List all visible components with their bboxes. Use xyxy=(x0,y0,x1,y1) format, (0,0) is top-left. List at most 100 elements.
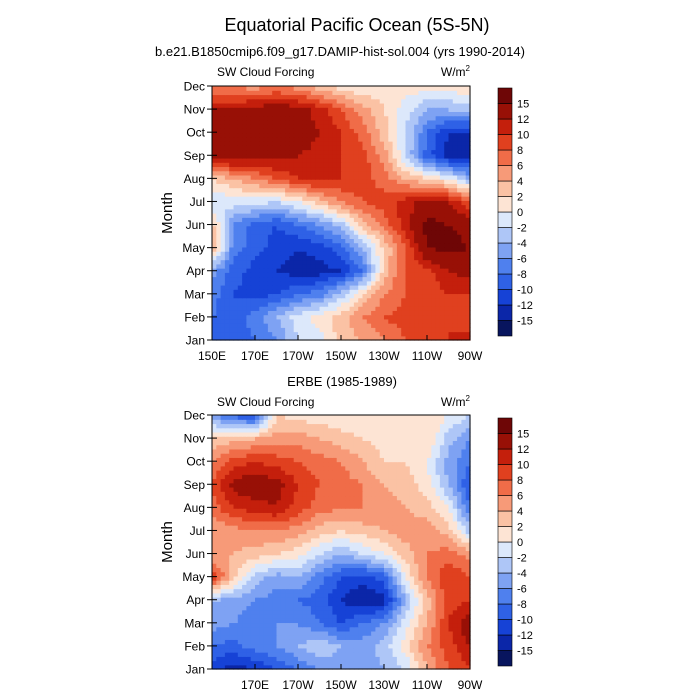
panel-top-cell xyxy=(409,323,415,328)
panel-top-cell xyxy=(388,98,394,104)
panel-bottom-cell xyxy=(379,575,385,581)
panel-top-cell xyxy=(310,272,316,278)
panel-top-cell xyxy=(349,263,355,269)
panel-bottom-cell xyxy=(345,597,351,602)
panel-bottom-cell xyxy=(465,588,471,594)
panel-bottom-cell xyxy=(229,592,235,598)
panel-top-cell xyxy=(362,238,368,244)
panel-top-cell xyxy=(237,331,243,337)
panel-top-cell xyxy=(212,90,217,96)
panel-top-cell xyxy=(216,187,222,193)
panel-bottom-cell xyxy=(293,609,299,615)
panel-bottom-cell xyxy=(409,622,415,628)
panel-bottom-cell xyxy=(379,626,385,632)
panel-bottom-cell xyxy=(379,639,385,645)
panel-top-cell xyxy=(272,268,278,273)
panel-top-cell xyxy=(401,166,407,172)
panel-top-cell xyxy=(465,259,471,265)
panel-bottom-cell xyxy=(422,605,428,611)
panel-top-cell xyxy=(328,323,333,328)
panel-top-cell xyxy=(237,128,243,134)
panel-bottom-cell xyxy=(418,660,424,666)
panel-top-cell xyxy=(246,98,252,104)
panel-top-cell xyxy=(444,272,450,278)
panel-bottom-cell xyxy=(323,618,329,624)
panel-top-cell xyxy=(353,335,359,341)
panel-top-cell xyxy=(310,136,316,142)
panel-top-cell xyxy=(457,213,462,218)
panel-top-cell xyxy=(405,217,411,223)
panel-top-cell xyxy=(452,314,458,320)
panel-bottom-cell xyxy=(246,584,252,590)
panel-bottom-cell xyxy=(289,622,295,628)
panel-top-cell xyxy=(375,191,381,197)
panel-top-cell xyxy=(422,170,428,176)
panel-top-cell xyxy=(323,255,329,261)
panel-top-cell xyxy=(431,107,437,112)
panel-top-cell xyxy=(439,293,445,299)
panel-bottom-cell xyxy=(224,588,230,594)
panel-top-cell xyxy=(280,119,286,125)
panel-top-cell xyxy=(306,157,312,163)
panel-bottom-cell xyxy=(332,643,338,649)
panel-top-cell xyxy=(388,289,394,295)
panel-top-cell xyxy=(255,306,260,311)
panel-top-cell xyxy=(259,306,265,311)
panel-bottom-cell xyxy=(319,664,325,670)
panel-top-cell xyxy=(255,331,260,337)
panel-top-cell xyxy=(233,98,239,104)
panel-top-cell xyxy=(216,251,222,256)
panel-bottom-cell xyxy=(435,588,441,594)
panel-top-cell xyxy=(422,149,428,155)
panel-top-cell xyxy=(259,280,265,286)
panel-bottom-cell xyxy=(366,588,372,594)
panel-top-cell xyxy=(250,238,256,244)
panel-bottom-cell xyxy=(414,613,419,619)
panel-bottom-cell xyxy=(302,597,308,602)
panel-top-cell xyxy=(237,90,243,96)
panel-top-cell xyxy=(272,107,278,112)
panel-top-cell xyxy=(353,90,359,96)
panel-top-cell xyxy=(422,183,428,189)
panel-top-cell xyxy=(246,196,252,201)
panel-top-cell xyxy=(315,90,321,96)
panel-top-cell xyxy=(267,213,273,218)
panel-top-cell xyxy=(319,234,325,239)
panel-top-cell xyxy=(448,238,454,244)
panel-bottom-cell xyxy=(401,630,407,636)
panel-top-cell xyxy=(272,128,278,134)
panel-top-ytick-label: Oct xyxy=(186,126,205,140)
panel-bottom-cell xyxy=(405,605,411,611)
panel-top-cell xyxy=(276,327,282,333)
panel-bottom-cell xyxy=(315,626,321,632)
panel-bottom-cell xyxy=(341,588,346,594)
panel-top-cell xyxy=(323,179,329,184)
panel-top-cell xyxy=(401,119,407,125)
panel-top-cell xyxy=(418,141,424,146)
panel-top-cell xyxy=(216,179,222,184)
panel-top-cell xyxy=(255,246,260,252)
panel-bottom-cell xyxy=(224,656,230,662)
panel-top-cell xyxy=(302,170,308,176)
panel-top-cell xyxy=(452,255,458,261)
panel-top-cell xyxy=(315,259,321,265)
panel-top-cell xyxy=(323,327,329,333)
panel-top-cell xyxy=(289,225,295,231)
panel-top-cell xyxy=(216,111,222,117)
panel-top-cell xyxy=(220,141,226,146)
panel-top-cell xyxy=(384,263,389,269)
panel-top-cell xyxy=(272,242,278,248)
panel-top-cell xyxy=(396,276,402,282)
panel-top-cell xyxy=(298,238,303,244)
panel-bottom-cell xyxy=(353,613,359,619)
panel-top-cell xyxy=(452,128,458,134)
panel-top-cell xyxy=(285,107,290,112)
panel-top-cell xyxy=(237,191,243,197)
panel-top-cell xyxy=(306,293,312,299)
panel-top-cell xyxy=(371,94,376,100)
panel-top-cell xyxy=(392,259,398,265)
panel-bottom-cell xyxy=(250,588,256,594)
panel-top-cell xyxy=(267,196,273,201)
panel-top-cell xyxy=(392,149,398,155)
panel-top-cell xyxy=(435,318,441,324)
